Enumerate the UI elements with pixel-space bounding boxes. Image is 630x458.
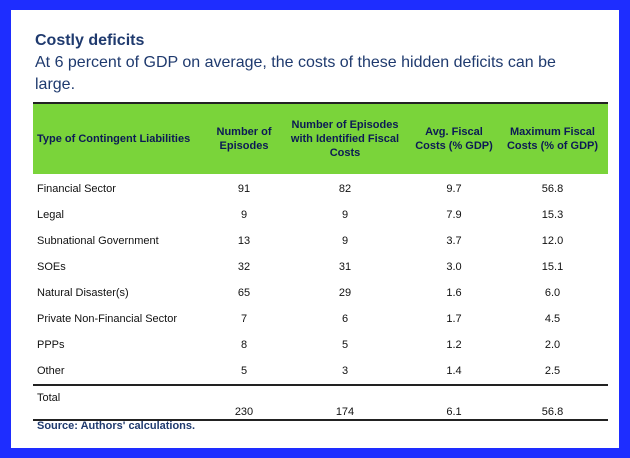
cell-max: 56.8 — [541, 183, 564, 195]
header-identified-fiscal-costs: Number of Episodes with Identified Fisca… — [279, 102, 411, 174]
cell-episodes: 65 — [237, 287, 251, 299]
cell-avg: 1.6 — [446, 287, 462, 299]
table-row: Financial Sector 91 82 9.7 56.8 — [33, 174, 608, 202]
header-type: Type of Contingent Liabilities — [33, 102, 209, 174]
row-label: Financial Sector — [37, 183, 116, 195]
cell-max: 2.5 — [544, 365, 561, 377]
table-row: Legal 9 9 7.9 15.3 — [33, 202, 608, 228]
cell-avg: 3.7 — [446, 235, 462, 247]
table-total-row: Total 230 174 6.1 56.8 — [33, 384, 608, 421]
cell-max: 15.3 — [541, 209, 564, 221]
cell-max: 15.1 — [541, 261, 564, 273]
page-title: Costly deficits — [35, 32, 145, 49]
cell-episodes: 32 — [237, 261, 251, 273]
table-row: Other 5 3 1.4 2.5 — [33, 358, 608, 385]
table-row: Private Non-Financial Sector 7 6 1.7 4.5 — [33, 306, 608, 332]
cell-identified: 3 — [341, 365, 349, 377]
cell-episodes: 5 — [240, 365, 248, 377]
table-row: SOEs 32 31 3.0 15.1 — [33, 254, 608, 280]
source-note: Source: Authors' calculations. — [37, 420, 196, 432]
total-label: Total — [33, 384, 209, 421]
cell-identified: 6 — [341, 313, 349, 325]
cell-avg: 1.7 — [446, 313, 462, 325]
row-label: SOEs — [37, 261, 66, 273]
row-label: Other — [37, 365, 65, 377]
cell-episodes: 91 — [237, 183, 251, 195]
cell-avg: 1.2 — [446, 339, 462, 351]
cell-avg: 3.0 — [446, 261, 462, 273]
cell-identified: 5 — [341, 339, 349, 351]
header-avg-fiscal-costs: Avg. Fiscal Costs (% GDP) — [411, 102, 497, 174]
row-label: Natural Disaster(s) — [37, 287, 129, 299]
cell-avg: 7.9 — [446, 209, 462, 221]
total-episodes: 230 — [209, 384, 279, 421]
table-row: PPPs 8 5 1.2 2.0 — [33, 332, 608, 358]
cell-identified: 29 — [338, 287, 352, 299]
cell-max: 6.0 — [544, 287, 561, 299]
cell-episodes: 9 — [240, 209, 248, 221]
cell-max: 2.0 — [544, 339, 561, 351]
row-label: Private Non-Financial Sector — [37, 313, 178, 325]
page-subtitle: At 6 percent of GDP on average, the cost… — [35, 54, 556, 93]
table-row: Natural Disaster(s) 65 29 1.6 6.0 — [33, 280, 608, 306]
cell-episodes: 8 — [240, 339, 248, 351]
slide-frame: Costly deficits At 6 percent of GDP on a… — [11, 10, 619, 448]
row-label: Legal — [37, 209, 64, 221]
cell-identified: 9 — [341, 209, 349, 221]
cell-episodes: 13 — [237, 235, 251, 247]
cell-identified: 9 — [341, 235, 349, 247]
row-label: PPPs — [37, 339, 65, 351]
total-max: 56.8 — [497, 384, 608, 421]
cell-identified: 82 — [338, 183, 352, 195]
row-label: Subnational Government — [37, 235, 159, 247]
cell-avg: 9.7 — [446, 183, 462, 195]
total-identified: 174 — [279, 384, 411, 421]
cell-avg: 1.4 — [446, 365, 462, 377]
header-number-of-episodes: Number of Episodes — [209, 102, 279, 174]
total-avg: 6.1 — [411, 384, 497, 421]
header-max-fiscal-costs: Maximum Fiscal Costs (% of GDP) — [497, 102, 608, 174]
table-row: Subnational Government 13 9 3.7 12.0 — [33, 228, 608, 254]
cell-max: 4.5 — [544, 313, 561, 325]
table-header-row: Type of Contingent Liabilities Number of… — [33, 102, 608, 174]
cell-episodes: 7 — [240, 313, 248, 325]
contingent-liabilities-table: Type of Contingent Liabilities Number of… — [33, 102, 608, 421]
cell-max: 12.0 — [541, 235, 564, 247]
cell-identified: 31 — [338, 261, 352, 273]
